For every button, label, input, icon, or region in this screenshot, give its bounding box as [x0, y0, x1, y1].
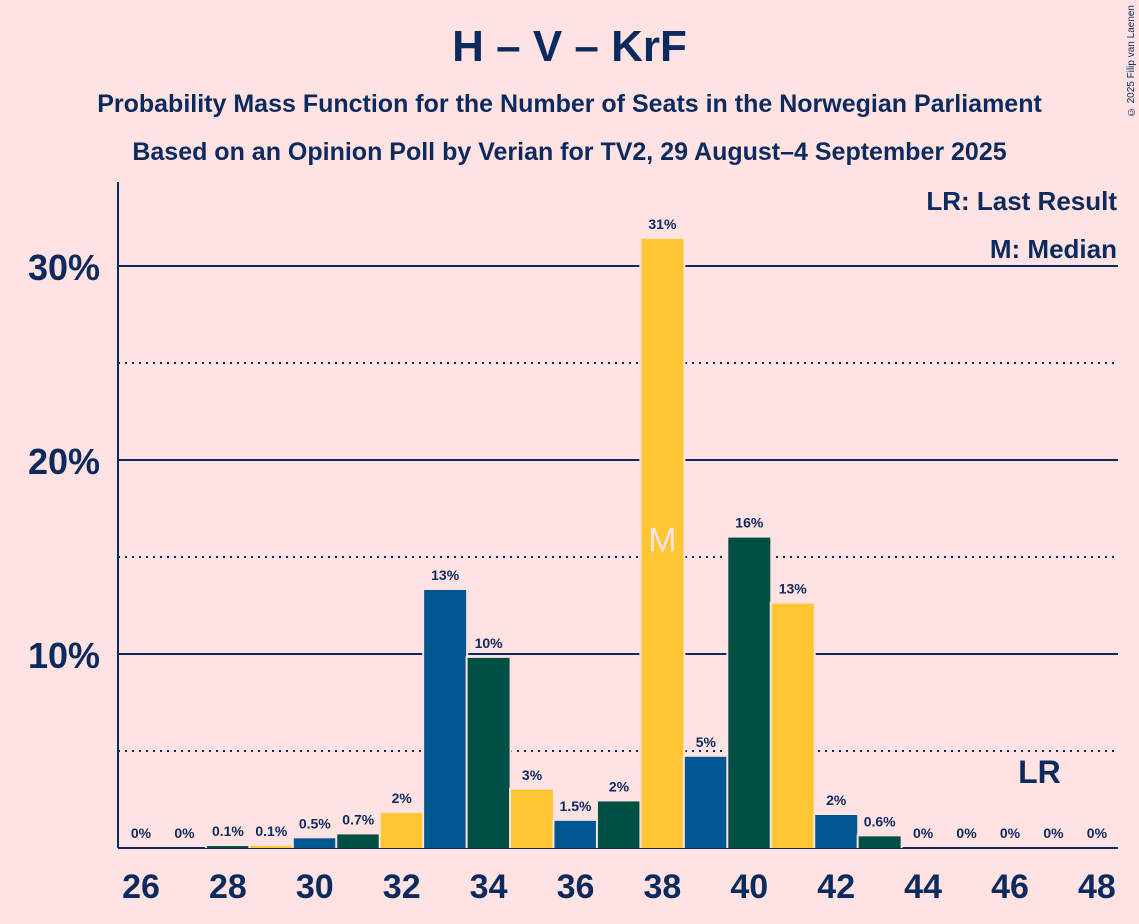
data-label: 31% [648, 216, 677, 232]
x-tick-label: 48 [1078, 868, 1116, 906]
data-label: 2% [392, 790, 413, 806]
legend-entry: LR: Last Result [926, 186, 1117, 216]
x-tick-label: 38 [643, 868, 681, 906]
data-label: 0.6% [864, 813, 896, 829]
data-label: 10% [475, 635, 504, 651]
x-tick-label: 30 [296, 868, 334, 906]
x-tick-label: 36 [557, 868, 595, 906]
bar-seat-30 [293, 838, 336, 848]
bar-seat-35 [511, 789, 554, 848]
data-label: 5% [696, 734, 717, 750]
y-tick-label: 10% [28, 635, 100, 676]
x-tick-label: 26 [122, 868, 160, 906]
data-label: 0.1% [255, 823, 287, 839]
y-tick-label: 20% [28, 441, 100, 482]
data-label: 0% [1043, 825, 1064, 841]
bar-seat-42 [815, 815, 858, 848]
x-tick-label: 46 [991, 868, 1029, 906]
chart-subtitle-poll: Based on an Opinion Poll by Verian for T… [132, 138, 1007, 166]
x-tick-label: 28 [209, 868, 247, 906]
data-label: 0% [1087, 825, 1108, 841]
bar-seat-31 [337, 834, 380, 848]
data-label: 1.5% [560, 798, 592, 814]
data-label: 0.1% [212, 823, 244, 839]
data-label: 0% [131, 825, 152, 841]
chart-subtitle: Probability Mass Function for the Number… [97, 90, 1042, 118]
bar-seat-38 [641, 238, 684, 849]
bar-seat-32 [380, 813, 423, 848]
data-label: 13% [431, 567, 460, 583]
data-label: 0% [956, 825, 977, 841]
data-label: 16% [735, 515, 764, 531]
data-label: 0% [913, 825, 934, 841]
bar-seat-40 [728, 537, 771, 848]
bar-seat-39 [684, 756, 727, 848]
last-result-marker: LR [1018, 754, 1061, 790]
x-tick-label: 40 [730, 868, 768, 906]
data-label: 2% [609, 778, 630, 794]
data-label: 3% [522, 767, 543, 783]
data-label: 0.5% [299, 815, 331, 831]
bar-seat-34 [467, 657, 510, 848]
bar-gap [248, 844, 295, 848]
data-label: 13% [779, 581, 808, 597]
x-tick-label: 44 [904, 868, 942, 906]
x-tick-label: 32 [383, 868, 421, 906]
bar-seat-28 [206, 846, 249, 848]
y-tick-label: 30% [28, 247, 100, 288]
bar-seat-36 [554, 820, 597, 848]
data-label: 0% [174, 825, 195, 841]
data-label: 0% [1000, 825, 1021, 841]
x-tick-label: 42 [817, 868, 855, 906]
data-label: 0.7% [342, 811, 374, 827]
median-marker: M [648, 522, 676, 560]
chart-title: H – V – KrF [452, 22, 687, 71]
data-label: 2% [826, 792, 847, 808]
bar-seat-37 [597, 801, 640, 848]
bar-seat-41 [771, 603, 814, 848]
bar-gap [204, 844, 251, 848]
legend-entry: M: Median [990, 234, 1117, 264]
x-tick-label: 34 [470, 868, 508, 906]
bar-seat-33 [424, 589, 467, 848]
bar-seat-43 [858, 836, 901, 848]
bar-seat-29 [250, 846, 293, 848]
